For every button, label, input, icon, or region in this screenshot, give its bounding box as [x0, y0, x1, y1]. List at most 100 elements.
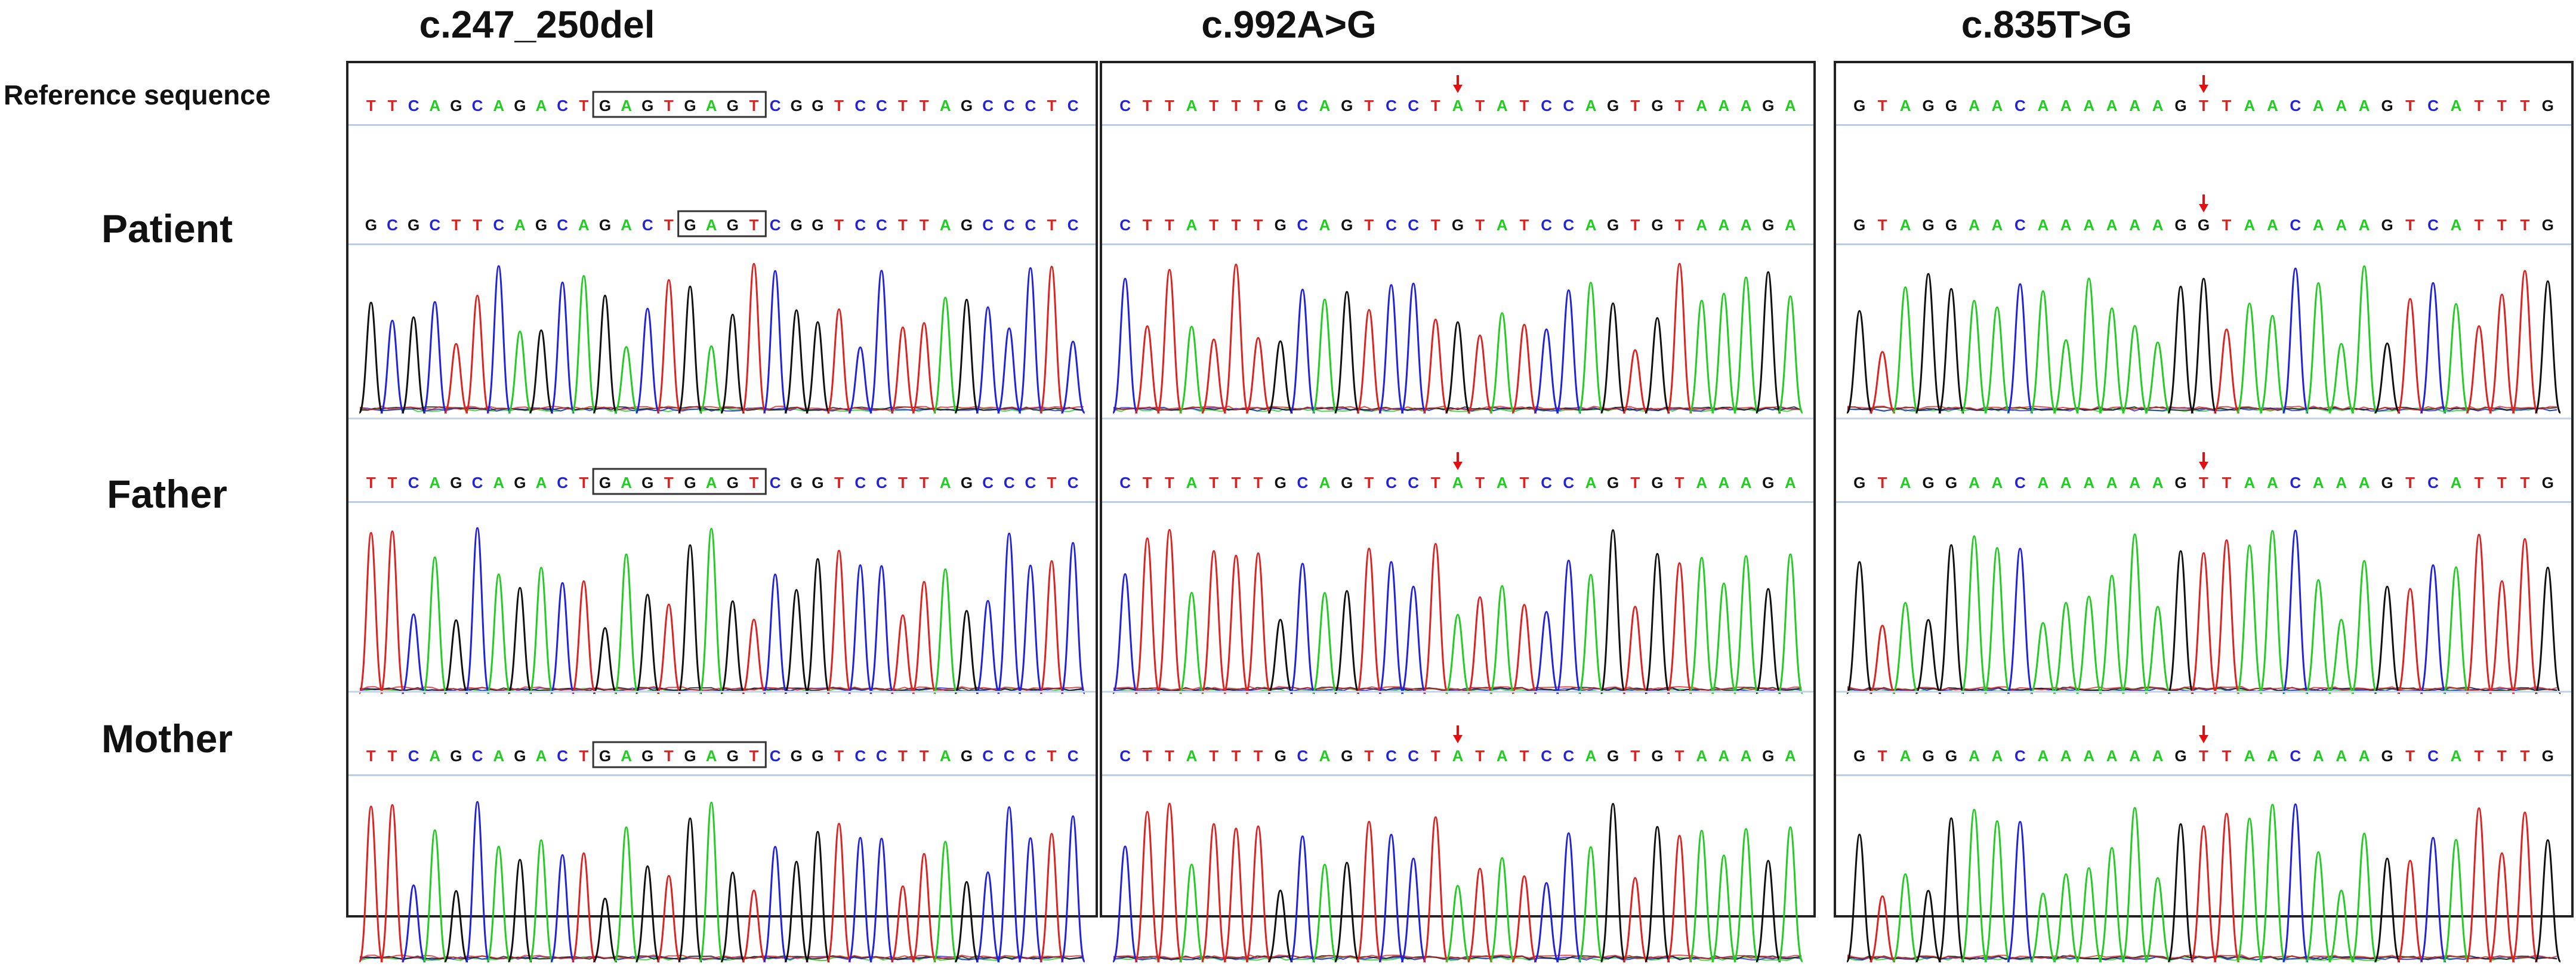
trace-peak: [1622, 606, 1649, 694]
trace-peak: [677, 544, 703, 694]
base-letter: A: [536, 97, 547, 115]
trace-peak: [890, 614, 916, 694]
base-letter: T: [1520, 747, 1529, 765]
base-letter: C: [1541, 474, 1552, 492]
base-letter: C: [770, 474, 781, 492]
base-letter: G: [1341, 474, 1353, 492]
trace-peak: [592, 294, 618, 414]
variant-arrow-icon: [1453, 75, 1463, 93]
trace-peak: [2419, 282, 2447, 414]
base-letter: A: [1785, 216, 1796, 234]
base-letter: A: [1900, 474, 1911, 492]
trace-peak: [1289, 289, 1316, 414]
base-letter: T: [1047, 474, 1057, 492]
base-letter: T: [1431, 474, 1440, 492]
trace-peak: [720, 600, 745, 694]
base-letter: T: [2497, 97, 2507, 115]
base-letter: T: [2520, 97, 2529, 115]
base-letter: A: [1319, 747, 1331, 765]
base-letter: A: [1719, 474, 1730, 492]
base-letter: T: [1047, 97, 1057, 115]
trace-peak: [783, 589, 809, 694]
trace-peak: [486, 265, 511, 414]
base-letter: G: [1762, 747, 1774, 765]
trace-peak: [2488, 580, 2516, 694]
base-letter: A: [1186, 97, 1198, 115]
base-letter: G: [408, 216, 419, 234]
base-letter: C: [429, 216, 440, 234]
trace-peak: [1733, 828, 1760, 963]
base-letter: T: [2405, 216, 2415, 234]
base-letter: G: [1853, 216, 1865, 234]
base-letter: G: [1275, 474, 1287, 492]
base-letter: A: [1785, 474, 1796, 492]
patient-chromatogram: [1102, 230, 1813, 421]
trace-peak: [2465, 533, 2493, 694]
base-letter: G: [1762, 474, 1774, 492]
trace-peak: [2075, 867, 2103, 963]
trace-peak: [2282, 267, 2309, 414]
base-letter: G: [365, 216, 377, 234]
base-letter: A: [940, 747, 951, 765]
trace-peak: [1245, 336, 1272, 414]
trace-peak: [2259, 314, 2286, 414]
trace-peak: [1777, 295, 1804, 414]
father-chromatogram-peaks: [1846, 529, 2562, 694]
base-letter: T: [2405, 747, 2415, 765]
base-letter: A: [2359, 747, 2370, 765]
base-letter: A: [2267, 97, 2278, 115]
base-letter: A: [2083, 216, 2094, 234]
base-letter: T: [1143, 216, 1152, 234]
trace-peak: [1555, 832, 1582, 963]
base-letter: A: [1992, 474, 2003, 492]
base-letter: T: [1520, 474, 1529, 492]
trace-peak: [2052, 601, 2080, 694]
trace-peak: [1711, 292, 1737, 414]
base-letter: G: [1651, 474, 1663, 492]
trace-peak: [2098, 574, 2125, 694]
trace-peak: [1938, 288, 1965, 414]
base-letter: G: [1275, 747, 1287, 765]
patient-chromatogram-peaks: [1846, 265, 2562, 414]
trace-peak: [2075, 595, 2103, 694]
trace-peak: [2144, 606, 2171, 694]
base-letter: G: [2381, 747, 2393, 765]
variant-arrow-icon: [1453, 452, 1463, 470]
base-letter: T: [1364, 474, 1374, 492]
base-letter: G: [1341, 747, 1353, 765]
trace-peak: [635, 865, 661, 963]
trace-peak: [2511, 538, 2538, 694]
panel-title-835: c.835T>G: [1961, 3, 2133, 46]
trace-peak: [2465, 325, 2493, 414]
base-letter: C: [387, 216, 398, 234]
trace-peak: [507, 330, 533, 414]
base-letter: C: [1119, 97, 1131, 115]
base-letter: A: [940, 97, 951, 115]
base-letter: G: [2542, 216, 2554, 234]
mother-chromatogram: [1102, 767, 1813, 970]
trace-peak: [2236, 817, 2263, 963]
trace-peak: [1666, 262, 1693, 414]
base-letter: C: [2290, 747, 2301, 765]
trace-peak: [464, 294, 490, 414]
base-letter: G: [450, 97, 462, 115]
base-letter: G: [812, 747, 823, 765]
base-letter: G: [2542, 97, 2554, 115]
base-letter: A: [1696, 747, 1707, 765]
base-letter: C: [1004, 474, 1015, 492]
trace-peak: [1578, 574, 1604, 694]
trace-peak: [1378, 284, 1405, 414]
base-letter: T: [2474, 97, 2484, 115]
base-letter: A: [1969, 747, 1980, 765]
trace-peak: [2350, 832, 2378, 963]
base-letter: C: [1541, 216, 1552, 234]
trace-peak: [1846, 561, 1873, 694]
trace-peak: [1666, 562, 1693, 694]
trace-baseline: [1847, 685, 2558, 691]
base-letter: G: [791, 97, 803, 115]
base-letter: G: [1607, 474, 1619, 492]
patient-chromatogram-peaks: [1112, 262, 1804, 414]
trace-peak: [528, 329, 554, 414]
trace-peak: [571, 274, 597, 414]
